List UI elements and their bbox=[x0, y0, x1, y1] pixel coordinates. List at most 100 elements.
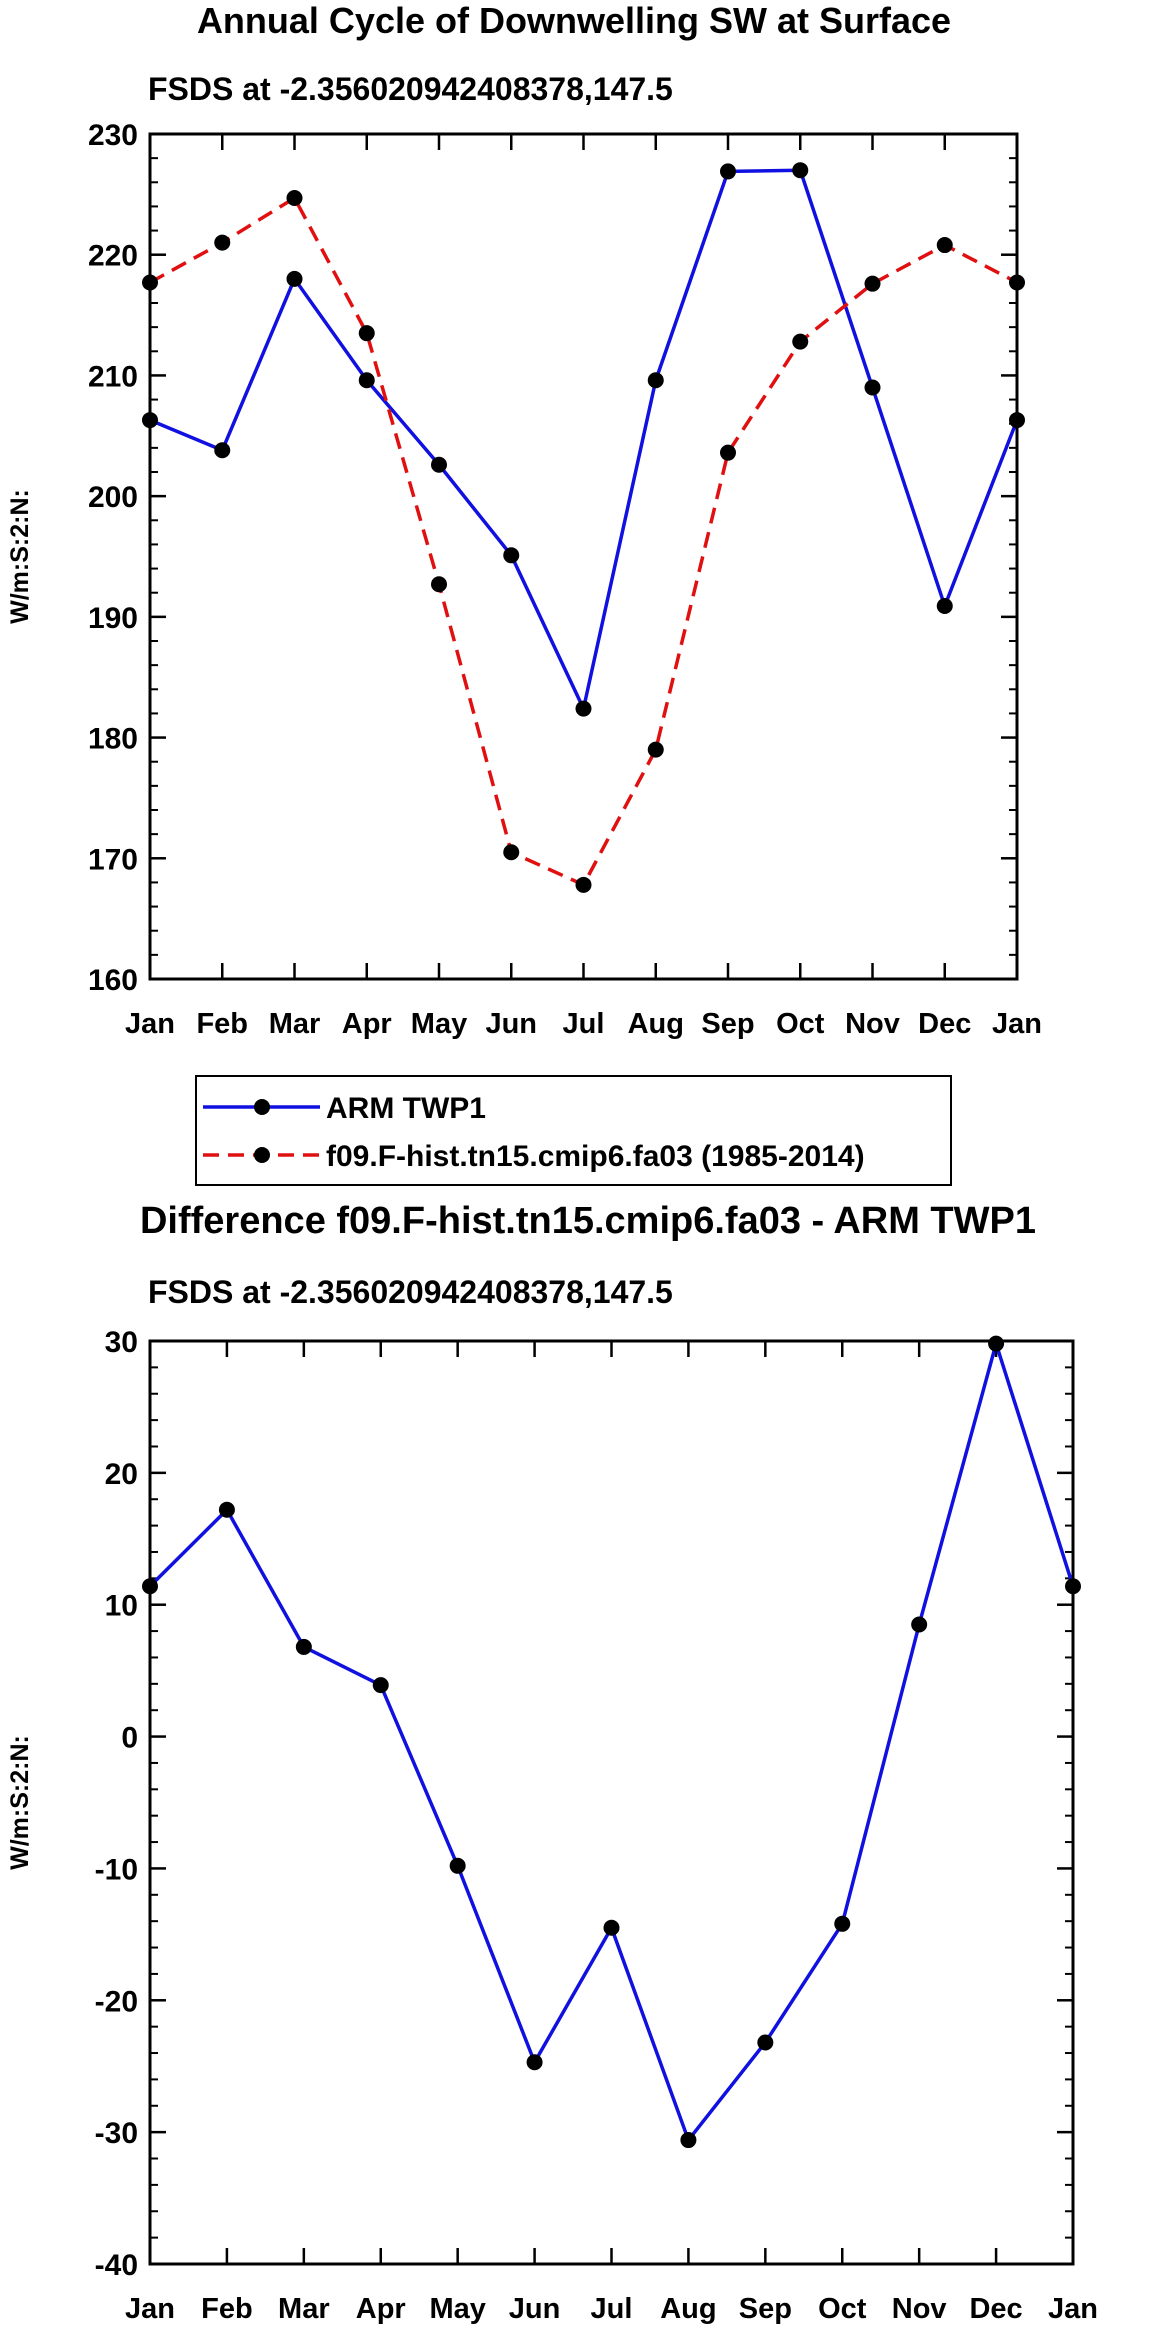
bottom-xtick-label: Feb bbox=[201, 2293, 253, 2325]
bottom-series-0-point bbox=[1065, 1578, 1081, 1595]
top-ytick-label: 210 bbox=[88, 360, 138, 393]
bottom-ytick-label: -10 bbox=[95, 1853, 138, 1886]
top-ytick-label: 170 bbox=[88, 843, 138, 876]
top-ytick-label: 230 bbox=[88, 119, 138, 152]
bottom-chart-title: Difference f09.F-hist.tn15.cmip6.fa03 - … bbox=[140, 1200, 1036, 1242]
bottom-ytick-label: 20 bbox=[105, 1458, 138, 1491]
legend-item-model: f09.F-hist.tn15.cmip6.fa03 (1985-2014) bbox=[203, 1140, 865, 1173]
top-xtick-label: May bbox=[411, 1008, 467, 1040]
top-series-0-point bbox=[575, 700, 592, 717]
bottom-xtick-label: Sep bbox=[739, 2293, 792, 2325]
bottom-ytick-label: 30 bbox=[105, 1326, 138, 1359]
top-series-0-point bbox=[936, 597, 953, 614]
bottom-xtick-label: Dec bbox=[969, 2293, 1022, 2325]
top-series-0-point bbox=[647, 372, 664, 389]
legend-marker-arm bbox=[254, 1099, 270, 1115]
top-ylabel: W/m:S:2:N: bbox=[6, 489, 34, 624]
top-series-1-point bbox=[936, 237, 953, 254]
top-series-0-point bbox=[503, 547, 520, 564]
top-chart: 160 170 180 190 200 210 220 230 Jan Feb Mar Apr May J… bbox=[6, 119, 1042, 1040]
bottom-series-0-point bbox=[988, 1335, 1005, 1352]
top-series-0-point bbox=[864, 379, 881, 396]
bottom-xtick-label: Oct bbox=[818, 2293, 867, 2325]
top-series-1-point bbox=[720, 444, 736, 461]
top-series-1-point bbox=[792, 333, 809, 350]
bottom-chart-subtitle: FSDS at -2.356020942408378,147.5 bbox=[148, 1274, 673, 1310]
bottom-xtick-label: May bbox=[429, 2293, 485, 2325]
top-series-1-point bbox=[431, 576, 447, 593]
bottom-chart: -40 -30 -20 -10 0 10 20 30 Jan Feb Mar Apr May Jun Jul… bbox=[6, 1326, 1098, 2325]
top-xtick-label: Dec bbox=[918, 1008, 971, 1040]
legend: ARM TWP1 f09.F-hist.tn15.cmip6.fa03 (198… bbox=[195, 1075, 952, 1186]
top-series-0-point bbox=[142, 412, 158, 429]
top-series-line-0 bbox=[149, 168, 1019, 711]
top-ytick-label: 190 bbox=[88, 602, 138, 635]
legend-label-arm: ARM TWP1 bbox=[326, 1092, 486, 1125]
top-series-line-1 bbox=[149, 196, 1018, 887]
top-ytick-label: 200 bbox=[88, 481, 138, 514]
bottom-xtick-label: Apr bbox=[356, 2293, 406, 2325]
bottom-ytick-label: 0 bbox=[121, 1722, 138, 1755]
bottom-series-0-point bbox=[372, 1677, 389, 1694]
top-xtick-label: Oct bbox=[776, 1008, 825, 1040]
top-ytick-label: 160 bbox=[88, 964, 138, 997]
top-xtick-label: Jan bbox=[125, 1008, 175, 1040]
top-series-0-point bbox=[286, 270, 303, 287]
top-series-1-point bbox=[214, 234, 231, 251]
top-xtick-label: Feb bbox=[196, 1008, 248, 1040]
top-series-1-point bbox=[358, 325, 375, 342]
bottom-series-0-point bbox=[834, 1915, 851, 1932]
bottom-ytick-label: -30 bbox=[95, 2117, 138, 2150]
top-series-1-point bbox=[286, 189, 303, 206]
top-ytick-label: 180 bbox=[88, 723, 138, 756]
top-series-0-point bbox=[214, 442, 231, 459]
legend-box bbox=[195, 1075, 952, 1186]
bottom-ytick-label: -20 bbox=[95, 1985, 138, 2018]
bottom-ytick-label: 10 bbox=[105, 1590, 138, 1623]
top-series-0-point bbox=[720, 163, 736, 180]
top-series-0-point bbox=[358, 372, 375, 389]
top-series-1-point bbox=[575, 876, 592, 893]
top-series-1-point bbox=[1009, 274, 1025, 291]
top-series-0-point bbox=[1009, 412, 1025, 429]
bottom-xtick-label: Jun bbox=[509, 2293, 561, 2325]
top-series-1-point bbox=[647, 741, 664, 758]
top-series-1-point bbox=[142, 274, 158, 291]
top-series-0-point bbox=[431, 456, 447, 473]
top-xtick-label: Nov bbox=[845, 1008, 900, 1040]
bottom-series-line-0 bbox=[148, 1341, 1075, 2142]
top-xtick-label: Mar bbox=[269, 1008, 321, 1040]
legend-marker-model bbox=[254, 1147, 270, 1163]
bottom-xtick-label: Jan bbox=[1048, 2293, 1098, 2325]
top-xtick-label: Jan bbox=[992, 1008, 1042, 1040]
bottom-series-0-point bbox=[603, 1919, 620, 1936]
bottom-series-0-point bbox=[680, 2132, 697, 2149]
bottom-series-0-point bbox=[526, 2054, 543, 2071]
top-xtick-label: Apr bbox=[342, 1008, 392, 1040]
top-series-1-point bbox=[864, 275, 881, 292]
bottom-ytick-label: -40 bbox=[95, 2249, 138, 2282]
bottom-series-0-point bbox=[295, 1638, 312, 1655]
bottom-ylabel: W/m:S:2:N: bbox=[6, 1735, 34, 1870]
top-series-1-point bbox=[503, 844, 520, 861]
top-xtick-label: Sep bbox=[701, 1008, 754, 1040]
bottom-plot-frame bbox=[148, 1339, 1075, 2266]
bottom-xtick-label: Nov bbox=[892, 2293, 947, 2325]
bottom-series-0-point bbox=[218, 1501, 235, 1518]
top-ytick-label: 220 bbox=[88, 240, 138, 273]
legend-label-model: f09.F-hist.tn15.cmip6.fa03 (1985-2014) bbox=[326, 1140, 865, 1173]
top-xtick-label: Jul bbox=[563, 1008, 605, 1040]
top-chart-subtitle: FSDS at -2.356020942408378,147.5 bbox=[148, 71, 673, 107]
bottom-series-0-point bbox=[142, 1578, 158, 1595]
bottom-series-0-point bbox=[757, 2034, 774, 2051]
top-series-0-point bbox=[792, 162, 809, 179]
top-chart-title: Annual Cycle of Downwelling SW at Surfac… bbox=[197, 0, 951, 41]
bottom-xtick-label: Jan bbox=[125, 2293, 175, 2325]
bottom-xtick-label: Jul bbox=[591, 2293, 633, 2325]
top-xtick-label: Jun bbox=[485, 1008, 537, 1040]
top-xtick-label: Aug bbox=[628, 1008, 684, 1040]
bottom-xtick-label: Mar bbox=[278, 2293, 330, 2325]
bottom-series-0-point bbox=[911, 1616, 928, 1633]
bottom-series-0-point bbox=[449, 1857, 466, 1874]
